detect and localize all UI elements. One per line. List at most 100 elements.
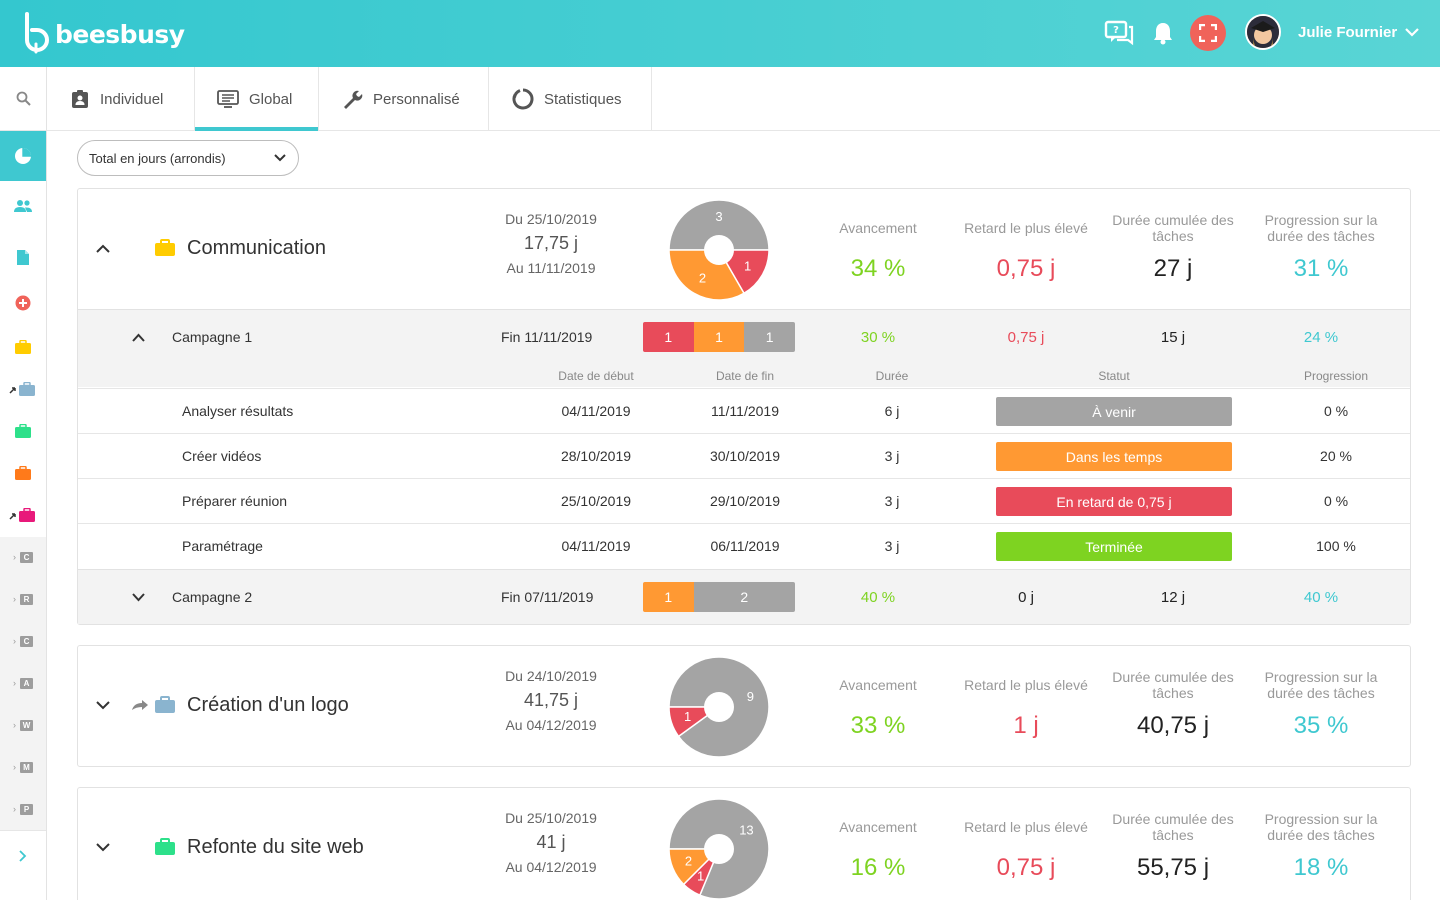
project-header[interactable]: Création d'un logo Du 24/10/2019 41,75 j… (78, 646, 1410, 766)
screen-icon (217, 90, 239, 108)
project-name: Communication (187, 237, 326, 259)
status-bar-segment: 1 (693, 322, 745, 352)
pie-slice-label: 1 (684, 709, 691, 724)
unit-select[interactable]: Total en jours (arrondis) (77, 140, 299, 176)
fullscreen-button[interactable] (1190, 15, 1226, 51)
task-progress: 20 % (1320, 448, 1352, 464)
sidebar-folder-p[interactable]: › P (0, 794, 46, 824)
task-end: 11/11/2019 (711, 403, 779, 419)
briefcase-icon (15, 465, 31, 480)
task-end: 06/11/2019 (710, 538, 780, 554)
stat-label: Avancement (839, 819, 917, 835)
campaign-avancement: 30 % (860, 329, 896, 346)
table-row[interactable]: Préparer réunion 25/10/2019 29/10/2019 3… (78, 478, 1410, 523)
stat-value: 16 % (850, 854, 906, 881)
task-start: 04/11/2019 (561, 403, 631, 419)
tab-personnalise[interactable]: Personnalisé (319, 67, 489, 131)
sidebar: › C › R › C › A › W › M › P (0, 67, 47, 900)
campaign-avancement: 40 % (860, 589, 896, 606)
stat-value: 35 % (1293, 712, 1349, 739)
pie-slice (717, 249, 770, 295)
task-name: Créer vidéos (182, 448, 262, 464)
project-dates: Du 25/10/2019 17,75 j Au 11/11/2019 (478, 211, 624, 276)
sidebar-folder-c[interactable]: › C (0, 542, 46, 572)
campaign-end: Fin 07/11/2019 (501, 589, 594, 605)
stat-value: 1 j (1013, 712, 1039, 739)
expand-icon[interactable] (132, 589, 145, 607)
table-row[interactable]: Créer vidéos 28/10/2019 30/10/2019 3 j D… (78, 433, 1410, 478)
avatar[interactable] (1245, 14, 1281, 50)
badge-icon (70, 89, 90, 109)
sidebar-item-team[interactable] (0, 191, 46, 221)
stat-duree: Durée cumulée des tâches 27 j (1099, 211, 1247, 283)
project-dates: Du 25/10/2019 41 j Au 04/12/2019 (478, 810, 624, 875)
campaign-progression: 24 % (1303, 329, 1339, 346)
task-end: 30/10/2019 (709, 448, 781, 464)
table-row[interactable]: Analyser résultats 04/11/2019 11/11/2019… (78, 388, 1410, 433)
support-chat-icon[interactable]: ? (1104, 18, 1134, 48)
sidebar-footer (0, 830, 46, 900)
search-button[interactable] (0, 67, 46, 131)
stat-avancement: Avancement 34 % (804, 211, 952, 283)
user-name[interactable]: Julie Fournier (1298, 24, 1398, 41)
sidebar-folder-m[interactable]: › M (0, 752, 46, 782)
task-name: Analyser résultats (182, 403, 294, 419)
sidebar-item-documents[interactable] (0, 242, 46, 272)
sidebar-folder-a[interactable]: › A (0, 668, 46, 698)
stat-value: 0,75 j (996, 854, 1056, 881)
pie-slice-label: 9 (747, 689, 754, 704)
sidebar-project-shared-pink[interactable] (0, 500, 46, 530)
project-header[interactable]: Refonte du site web Du 25/10/2019 41 j A… (78, 788, 1410, 900)
table-row[interactable]: Paramétrage 04/11/2019 06/11/2019 3 j Te… (78, 523, 1410, 569)
brand-logo[interactable]: beesbusy (22, 12, 185, 54)
campaign-retard: 0 j (1018, 589, 1034, 606)
stat-value: 18 % (1293, 854, 1349, 881)
task-start: 25/10/2019 (560, 493, 632, 509)
sidebar-project-yellow[interactable] (0, 332, 46, 362)
stat-duree: Durée cumulée des tâches 55,75 j (1099, 810, 1247, 882)
task-progress: 0 % (1323, 493, 1349, 509)
stat-label: Retard le plus élevé (964, 220, 1088, 236)
main-content: Total en jours (arrondis) Communication … (47, 131, 1440, 900)
task-duration: 3 j (884, 538, 900, 554)
collapse-icon[interactable] (94, 239, 112, 257)
project-total: 41 j (536, 832, 566, 852)
expand-icon[interactable] (94, 696, 112, 714)
stat-label: Avancement (839, 677, 917, 693)
stat-duree: Durée cumulée des tâches 40,75 j (1099, 668, 1247, 740)
sidebar-folder-r[interactable]: › R (0, 584, 46, 614)
project-card: Création d'un logo Du 24/10/2019 41,75 j… (77, 645, 1411, 767)
tab-global[interactable]: Global (195, 67, 319, 132)
stat-avancement: Avancement 33 % (804, 668, 952, 740)
expand-sidebar-button[interactable] (0, 841, 46, 871)
chevron-down-icon[interactable] (1405, 24, 1419, 42)
sidebar-folder-w[interactable]: › W (0, 710, 46, 740)
sidebar-project-orange[interactable] (0, 458, 46, 488)
sidebar-project-green[interactable] (0, 416, 46, 446)
expand-icon[interactable] (94, 838, 112, 856)
sidebar-item-add[interactable] (0, 288, 46, 318)
project-start: Du 25/10/2019 (505, 211, 597, 227)
shared-briefcase-icon (9, 507, 35, 522)
tab-statistiques[interactable]: Statistiques (489, 67, 652, 131)
stat-value: 40,75 j (1136, 712, 1210, 739)
shared-briefcase-icon (9, 381, 35, 396)
task-start: 04/11/2019 (561, 538, 631, 554)
unit-select-value: Total en jours (arrondis) (89, 150, 226, 166)
project-header[interactable]: Communication Du 25/10/2019 17,75 j Au 1… (78, 189, 1410, 309)
collapse-icon[interactable] (132, 329, 145, 347)
bell-icon[interactable] (1148, 18, 1178, 48)
project-total: 17,75 j (523, 233, 579, 253)
task-progress: 100 % (1316, 538, 1356, 554)
pie-hole (704, 235, 734, 265)
sidebar-folder-c2[interactable]: › C (0, 626, 46, 656)
task-name: Paramétrage (182, 538, 263, 554)
sidebar-project-shared-blue[interactable] (0, 374, 46, 404)
tab-individuel[interactable]: Individuel (47, 67, 195, 131)
sidebar-item-dashboard[interactable] (0, 131, 46, 181)
project-dates: Du 24/10/2019 41,75 j Au 04/12/2019 (478, 668, 624, 733)
campaign-name: Campagne 2 (172, 589, 253, 605)
